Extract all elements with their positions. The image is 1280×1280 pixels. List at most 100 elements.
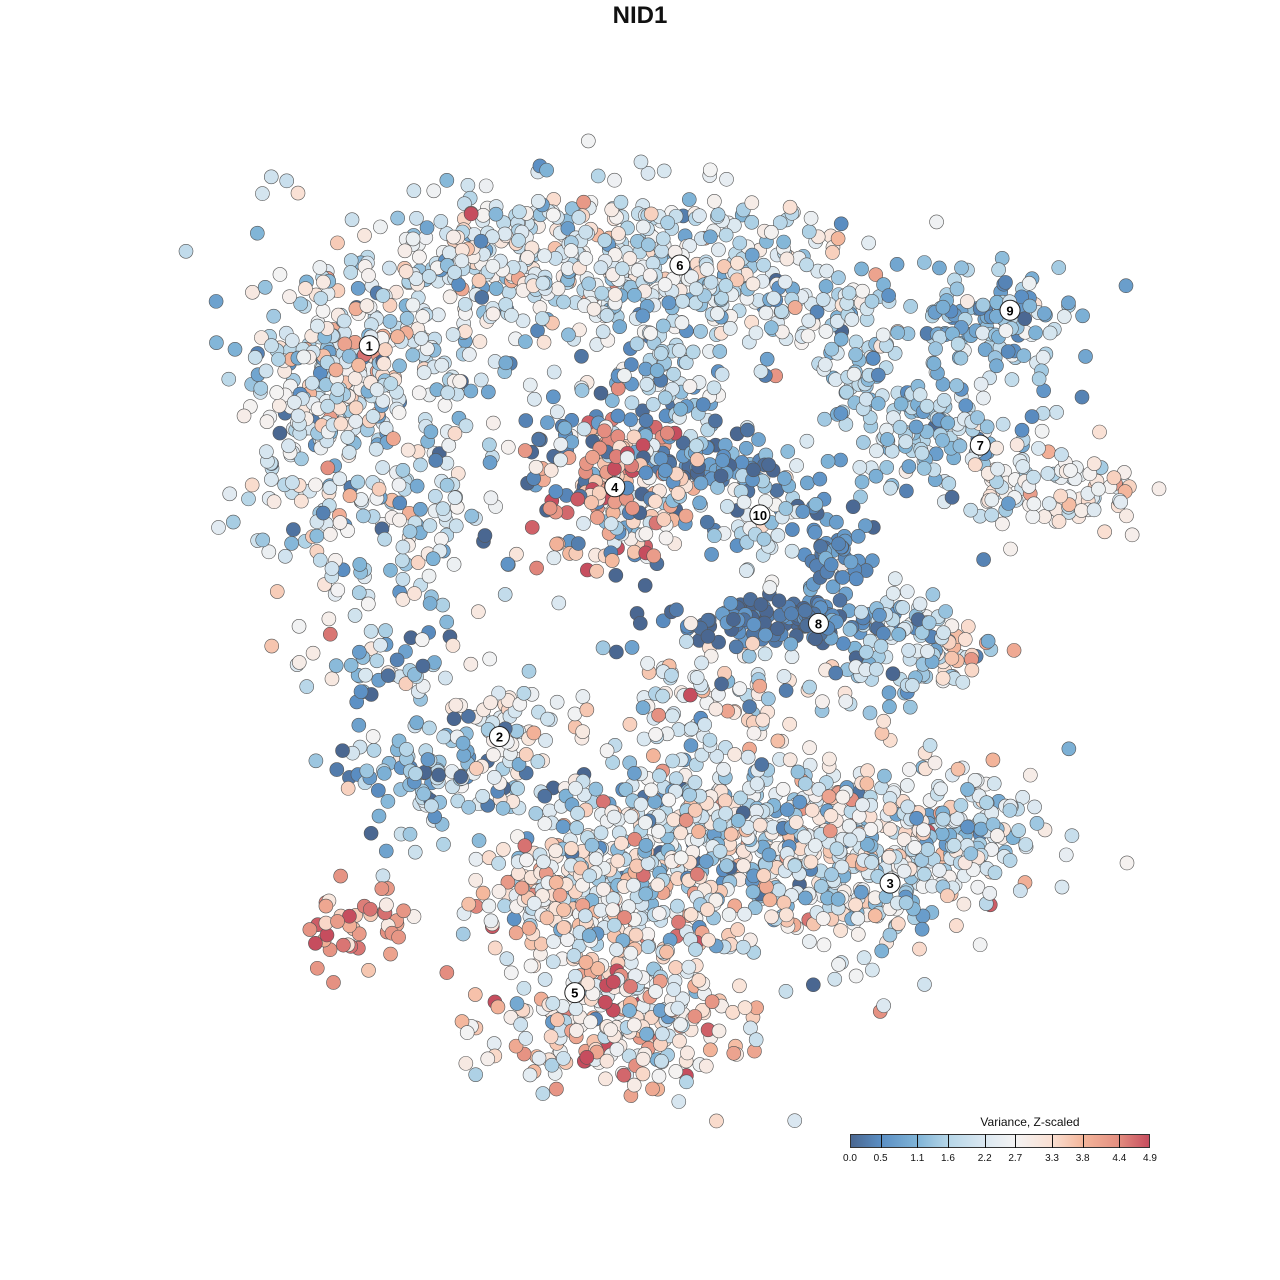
data-point <box>778 983 794 999</box>
data-point <box>413 457 428 473</box>
data-point <box>801 313 817 329</box>
legend-title: Variance, Z-scaled <box>980 1115 1080 1129</box>
data-point <box>490 999 506 1015</box>
data-point <box>788 815 804 830</box>
data-point <box>811 781 827 797</box>
data-point <box>368 441 384 457</box>
data-point <box>350 474 366 490</box>
cluster-label-1: 1 <box>358 335 380 357</box>
data-point <box>309 528 325 544</box>
data-point <box>710 306 725 321</box>
cluster-label-text: 1 <box>366 339 373 354</box>
data-point <box>831 957 846 972</box>
data-point <box>1002 853 1018 868</box>
data-point <box>422 518 438 533</box>
data-point <box>870 367 886 383</box>
data-point <box>1004 372 1020 387</box>
data-point <box>1063 463 1078 478</box>
data-point <box>250 225 265 241</box>
data-point <box>944 650 960 666</box>
data-point <box>940 888 955 904</box>
data-point <box>806 977 821 993</box>
data-point <box>523 958 539 974</box>
data-point <box>555 819 571 834</box>
data-point <box>953 798 969 813</box>
data-point <box>761 847 777 863</box>
data-point <box>481 384 496 400</box>
data-point <box>802 934 817 949</box>
data-point <box>803 210 819 226</box>
data-point <box>560 221 576 236</box>
data-point <box>526 725 542 741</box>
data-point <box>1011 823 1026 838</box>
data-point <box>964 662 980 678</box>
data-point <box>424 798 439 814</box>
data-point <box>343 265 359 280</box>
data-point <box>976 390 991 406</box>
data-point <box>787 300 803 315</box>
data-point <box>838 694 854 709</box>
data-point <box>431 767 447 783</box>
cluster-label-9: 9 <box>999 299 1021 321</box>
data-point <box>626 1017 642 1033</box>
data-point <box>979 795 994 810</box>
data-point <box>330 582 346 598</box>
data-point <box>713 468 729 484</box>
data-point <box>421 568 437 584</box>
data-point <box>869 661 884 677</box>
data-point <box>899 483 914 499</box>
data-point <box>395 592 411 607</box>
data-point <box>741 648 757 664</box>
data-point <box>241 491 256 507</box>
data-point <box>683 907 699 922</box>
data-point <box>590 168 606 184</box>
data-point <box>481 898 497 914</box>
data-point <box>566 948 582 963</box>
data-point <box>779 251 795 267</box>
data-point <box>914 445 930 461</box>
data-point <box>714 676 729 692</box>
data-point <box>770 733 786 749</box>
data-point <box>454 253 470 269</box>
data-point <box>574 348 589 364</box>
data-point <box>907 840 923 855</box>
cluster-label-8: 8 <box>807 612 829 634</box>
data-point <box>546 389 561 405</box>
data-point <box>855 797 870 813</box>
data-point <box>482 455 498 470</box>
data-point <box>468 851 484 867</box>
data-point <box>264 338 279 353</box>
data-point <box>536 854 551 870</box>
data-point <box>832 593 848 608</box>
data-point <box>885 666 901 681</box>
data-point <box>727 747 742 762</box>
data-point <box>543 1029 559 1044</box>
data-point <box>610 408 626 424</box>
data-point <box>659 944 674 960</box>
data-point <box>975 297 991 313</box>
data-point <box>850 528 866 544</box>
cluster-label-text: 9 <box>1006 303 1013 318</box>
data-point <box>491 856 506 871</box>
data-point <box>1027 799 1042 815</box>
data-point <box>835 789 851 805</box>
data-point <box>707 528 722 544</box>
data-point <box>985 752 1001 768</box>
data-point <box>473 372 489 388</box>
data-point <box>605 755 620 770</box>
data-point <box>522 1067 538 1083</box>
data-point <box>683 687 698 703</box>
data-point <box>483 913 499 929</box>
data-point <box>792 794 808 810</box>
data-point <box>365 729 381 744</box>
data-point <box>340 429 356 445</box>
data-point <box>473 233 489 249</box>
data-point <box>732 978 747 994</box>
data-point <box>833 452 848 468</box>
data-point <box>1091 481 1106 497</box>
data-point <box>336 937 351 953</box>
data-point <box>589 563 604 579</box>
data-point <box>699 262 715 277</box>
data-point <box>584 495 599 510</box>
data-point <box>500 556 516 572</box>
